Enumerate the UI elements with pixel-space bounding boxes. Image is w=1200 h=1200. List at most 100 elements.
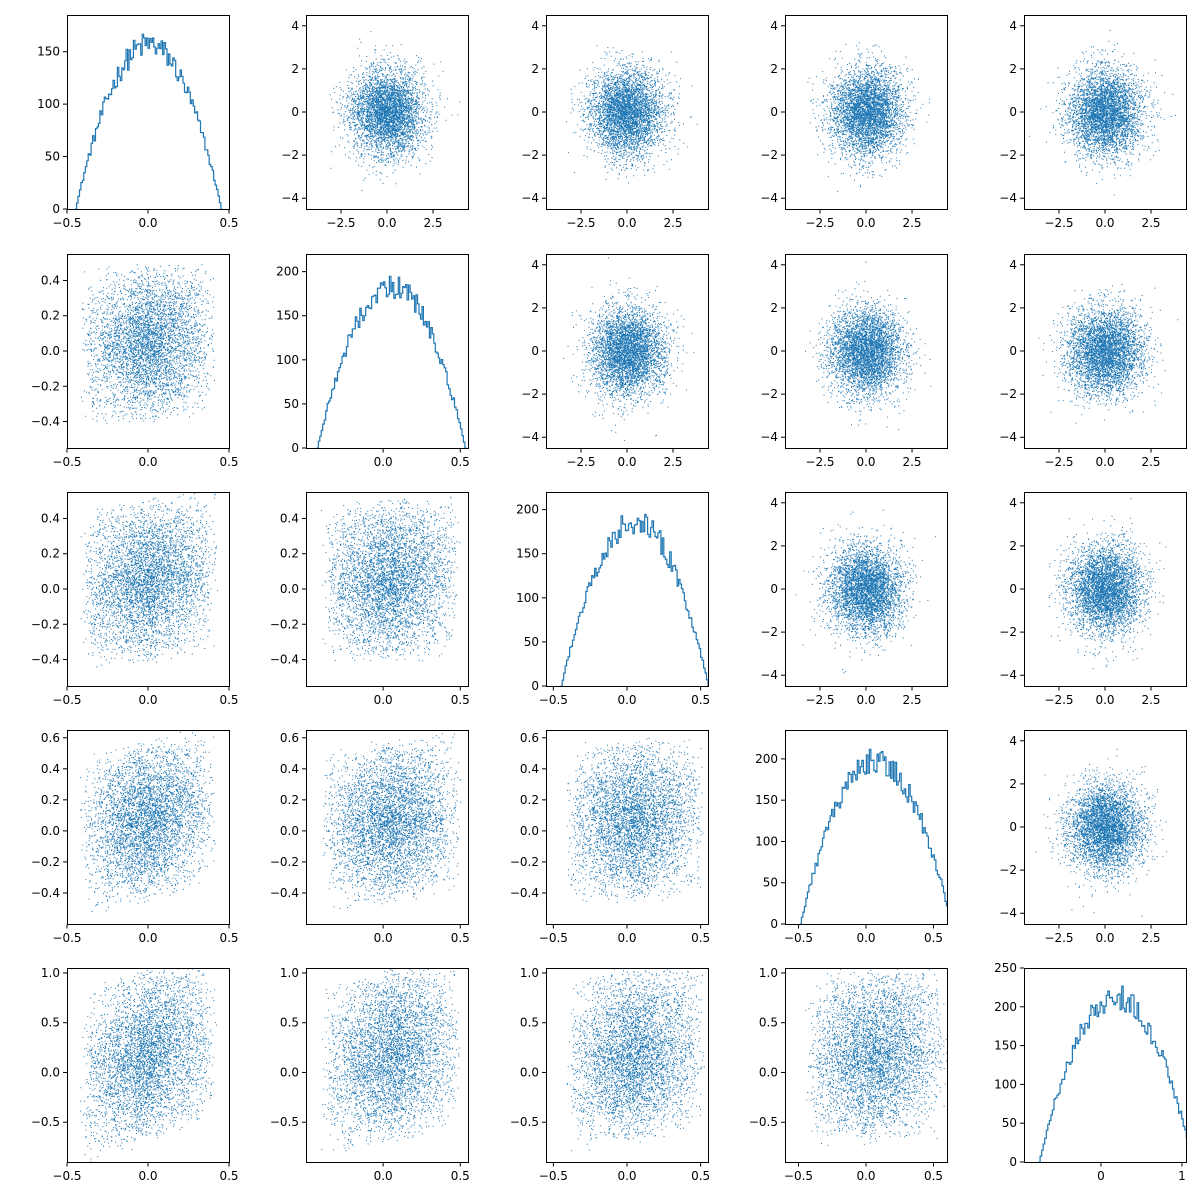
y-tick-label: −4 — [521, 430, 539, 444]
y-tick-label: 4 — [291, 19, 299, 33]
y-tick-label: 0.4 — [41, 511, 60, 525]
x-tick-label: −0.5 — [539, 1169, 568, 1183]
y-tick-label: 4 — [770, 496, 778, 510]
y-tick-label: −4 — [999, 430, 1017, 444]
y-tick-label: −2 — [760, 625, 778, 639]
y-tick-label: −0.2 — [31, 855, 60, 869]
y-tick-label: −2 — [521, 148, 539, 162]
panel-r4-c3: −0.5 0.0 0.5 −0.5 0.0 0.5 1.0 — [749, 966, 948, 1183]
scatter-points — [805, 968, 947, 1146]
y-tick-label: −0.4 — [31, 415, 60, 429]
y-tick-label: −2 — [760, 148, 778, 162]
y-tick-label: 200 — [994, 1000, 1017, 1014]
y-tick-label: −0.2 — [31, 379, 60, 393]
x-tick-label: −2.5 — [1044, 693, 1073, 707]
plot-area — [1038, 985, 1186, 1162]
y-tick-label: 4 — [1009, 734, 1017, 748]
panel-r1-c3: −2.5 0.0 2.5 −4 −2 0 2 4 — [760, 254, 948, 469]
x-tick-label: 0.0 — [617, 931, 636, 945]
x-tick-label: 0.0 — [1095, 693, 1114, 707]
x-tick-label: 0.0 — [377, 216, 396, 230]
x-tick-label: 0.5 — [219, 1169, 238, 1183]
y-tick-label: 0 — [531, 344, 539, 358]
y-tick-label: 0.6 — [520, 731, 539, 745]
panel-r0-c2: −2.5 0.0 2.5 −4 −2 0 2 4 — [521, 15, 709, 230]
x-tick-label: 0.0 — [374, 1169, 393, 1183]
panel-r2-c2: −0.5 0.0 0.5 0 50 100 150 200 — [516, 492, 710, 707]
y-tick-label: 0.0 — [41, 824, 60, 838]
x-tick-label: −0.5 — [784, 1169, 813, 1183]
y-tick-label: 0.2 — [520, 793, 539, 807]
panel-r0-c0: −0.5 0.0 0.5 0 50 100 150 — [37, 15, 239, 230]
y-tick-label: −0.4 — [270, 653, 299, 667]
x-tick-label: 0.5 — [219, 455, 238, 469]
x-tick-label: −2.5 — [805, 455, 834, 469]
plot-area — [81, 264, 215, 424]
panel-r2-c3: −2.5 0.0 2.5 −4 −2 0 2 4 — [760, 492, 948, 707]
y-tick-label: 50 — [763, 876, 778, 890]
x-tick-label: −2.5 — [1044, 455, 1073, 469]
y-tick-label: 0.2 — [41, 793, 60, 807]
plot-area — [329, 31, 461, 191]
scatter-points — [1048, 498, 1167, 670]
plot-area — [320, 496, 461, 662]
x-tick-label: −2.5 — [805, 693, 834, 707]
plot-area — [560, 513, 708, 686]
panel-r1-c2: −2.5 0.0 2.5 −4 −2 0 2 4 — [521, 254, 709, 469]
y-tick-label: 2 — [1009, 539, 1017, 553]
scatter-points — [563, 257, 695, 441]
scatter-points — [795, 509, 937, 674]
x-tick-label: 0 — [1097, 1169, 1105, 1183]
y-tick-label: 0.4 — [41, 762, 60, 776]
x-tick-label: 0.5 — [691, 931, 710, 945]
panel-r0-c4: −2.5 0.0 2.5 −4 −2 0 2 4 — [999, 15, 1187, 230]
y-tick-label: 0 — [1009, 820, 1017, 834]
y-tick-label: 0 — [1009, 344, 1017, 358]
y-tick-label: 250 — [994, 961, 1017, 975]
y-tick-label: 0.5 — [280, 1016, 299, 1030]
y-tick-label: −2 — [521, 387, 539, 401]
y-tick-label: 0.5 — [41, 1016, 60, 1030]
y-tick-label: −0.4 — [270, 886, 299, 900]
x-tick-label: 2.5 — [1141, 216, 1160, 230]
y-tick-label: −0.4 — [510, 886, 539, 900]
y-tick-label: 0.2 — [280, 793, 299, 807]
plot-area — [322, 733, 462, 909]
y-tick-label: 0.0 — [41, 344, 60, 358]
histogram-line — [316, 275, 467, 448]
y-tick-label: 0.4 — [280, 511, 299, 525]
plot-area — [566, 737, 704, 903]
x-tick-label: −2.5 — [805, 216, 834, 230]
y-tick-label: 0 — [531, 105, 539, 119]
scatter-points — [1029, 29, 1176, 196]
x-tick-label: 0.5 — [219, 693, 238, 707]
x-tick-label: −2.5 — [566, 455, 595, 469]
plot-area — [807, 42, 931, 192]
y-tick-label: 0.2 — [280, 547, 299, 561]
y-tick-label: 200 — [516, 503, 539, 517]
axes-frame — [306, 968, 469, 1163]
x-tick-label: 0.0 — [374, 455, 393, 469]
scatter-points — [566, 968, 705, 1152]
y-tick-label: 0 — [1009, 1155, 1017, 1169]
x-tick-label: 2.5 — [902, 455, 921, 469]
y-tick-label: 0.0 — [759, 1065, 778, 1079]
y-tick-label: 0.0 — [280, 1065, 299, 1079]
y-tick-label: 200 — [276, 265, 299, 279]
x-tick-label: 0.5 — [451, 931, 470, 945]
x-tick-label: 0.0 — [856, 693, 875, 707]
y-tick-label: 150 — [994, 1039, 1017, 1053]
scatter-points — [320, 496, 461, 662]
axes-frame — [1024, 968, 1187, 1163]
x-tick-label: 2.5 — [663, 216, 682, 230]
y-tick-label: 0 — [770, 105, 778, 119]
x-tick-label: 0.0 — [374, 931, 393, 945]
x-tick-label: −0.5 — [52, 931, 81, 945]
y-tick-label: 0.5 — [520, 1016, 539, 1030]
x-tick-label: −0.5 — [52, 216, 81, 230]
y-tick-label: −0.4 — [31, 653, 60, 667]
x-tick-label: 0.0 — [856, 1169, 875, 1183]
y-tick-label: 0 — [770, 582, 778, 596]
x-tick-label: 0.0 — [138, 1169, 157, 1183]
y-tick-label: 50 — [524, 635, 539, 649]
